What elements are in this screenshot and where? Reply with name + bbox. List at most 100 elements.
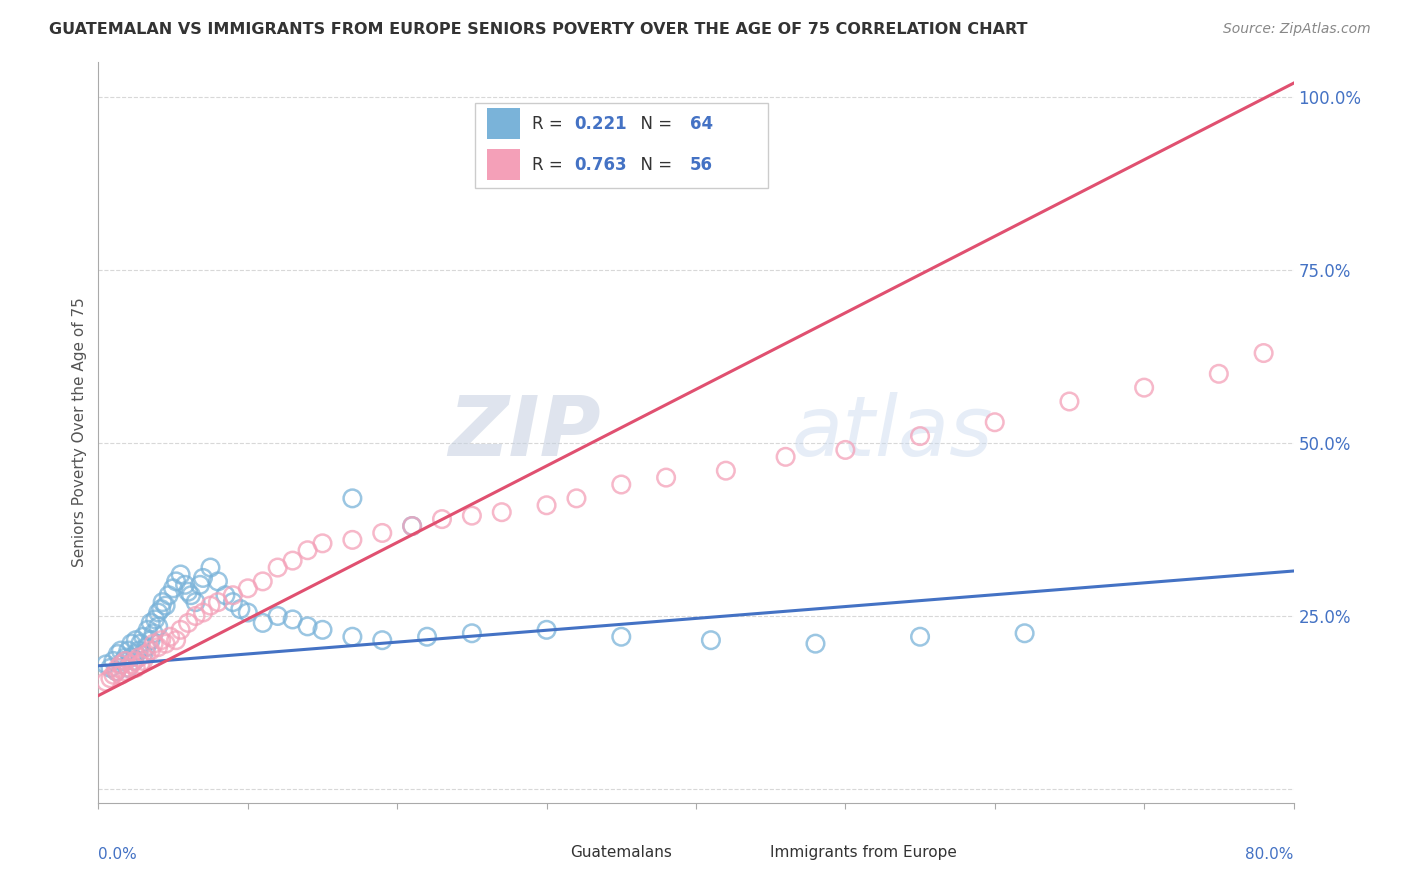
Point [135,647,157,661]
Point [236,582,259,596]
Point [184,595,207,609]
Point [114,650,136,665]
Point [311,536,333,550]
Point [142,637,165,651]
Point [120,657,142,672]
Point [136,623,159,637]
Point [200,599,222,613]
Point [775,450,797,464]
Point [159,630,181,644]
Point [1253,346,1275,360]
Point [342,491,364,506]
Point [180,588,202,602]
Point [297,543,319,558]
Point [984,415,1007,429]
Point [98,671,122,685]
Point [150,602,173,616]
Point [371,633,394,648]
Point [105,665,128,679]
Point [155,637,177,651]
Point [139,643,162,657]
Point [401,519,423,533]
Point [148,640,170,654]
Point [117,661,139,675]
Y-axis label: Seniors Poverty Over the Age of 75: Seniors Poverty Over the Age of 75 [72,298,87,567]
Point [125,647,148,661]
Point [281,554,304,568]
Point [188,578,211,592]
Point [267,609,290,624]
Point [191,606,214,620]
Point [222,595,245,609]
Point [112,654,135,668]
Point [124,654,146,668]
Point [132,630,155,644]
Point [536,623,558,637]
Text: N =: N = [630,115,678,133]
Bar [486,149,520,180]
Text: atlas: atlas [792,392,993,473]
Point [236,606,259,620]
Point [416,630,439,644]
Point [110,657,132,672]
Text: ZIP: ZIP [447,392,600,473]
Point [94,657,117,672]
Point [105,665,128,679]
Point [117,643,139,657]
Bar [738,840,762,864]
Point [371,525,394,540]
Bar [486,108,520,139]
Point [214,588,236,602]
Point [124,654,146,668]
Point [107,661,129,675]
Point [142,626,165,640]
Point [1014,626,1036,640]
Point [565,491,588,506]
Point [1059,394,1081,409]
Point [110,657,132,672]
Text: 56: 56 [690,155,713,174]
Point [342,533,364,547]
Point [655,470,678,484]
Point [184,609,207,624]
Point [125,661,148,675]
Point [152,595,174,609]
Point [103,654,125,668]
Point [169,623,191,637]
Point [117,661,139,675]
Text: R =: R = [533,155,568,174]
Point [132,654,155,668]
Point [430,512,453,526]
Point [169,567,191,582]
Point [157,588,180,602]
Text: 80.0%: 80.0% [1246,847,1294,863]
Point [1208,367,1230,381]
Point [252,574,274,589]
Point [908,429,931,443]
Point [200,560,222,574]
Point [120,650,142,665]
Point [461,508,484,523]
Point [114,654,136,668]
Point [401,519,423,533]
Point [110,667,132,681]
FancyBboxPatch shape [475,103,768,188]
Text: 0.763: 0.763 [574,155,627,174]
Point [165,574,187,589]
Point [207,595,229,609]
Point [139,633,162,648]
Text: GUATEMALAN VS IMMIGRANTS FROM EUROPE SENIORS POVERTY OVER THE AGE OF 75 CORRELAT: GUATEMALAN VS IMMIGRANTS FROM EUROPE SEN… [49,22,1028,37]
Point [222,588,245,602]
Point [491,505,513,519]
Point [155,599,177,613]
Point [804,637,827,651]
Text: 64: 64 [690,115,713,133]
Point [135,640,157,654]
Point [125,633,148,648]
Point [103,667,125,681]
Point [297,619,319,633]
Point [610,477,633,491]
Point [311,623,333,637]
Point [834,442,856,457]
Point [461,626,484,640]
